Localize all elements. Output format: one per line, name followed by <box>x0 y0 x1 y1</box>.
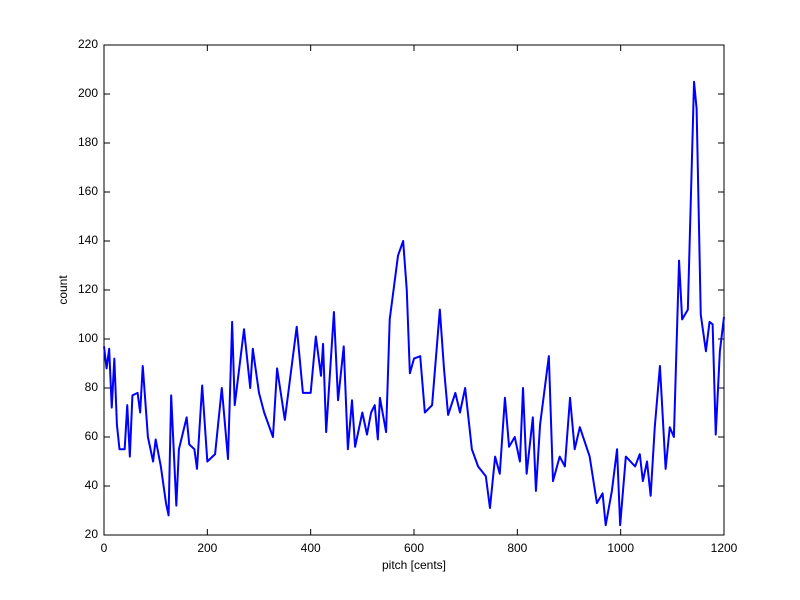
y-tick-label: 80 <box>85 380 99 394</box>
x-tick-label: 200 <box>197 541 217 555</box>
line <box>103 80 725 527</box>
x-tick-label: 600 <box>404 541 424 555</box>
y-tick-label: 200 <box>78 86 98 100</box>
x-tick-label: 400 <box>301 541 321 555</box>
y-axis-label: count <box>56 275 70 305</box>
x-tick-label: 1200 <box>711 541 738 555</box>
y-tick-label: 180 <box>78 135 98 149</box>
y-tick-label: 40 <box>85 478 99 492</box>
x-tick-label: 0 <box>101 541 108 555</box>
y-tick-label: 20 <box>85 527 99 541</box>
x-tick-label: 800 <box>507 541 527 555</box>
x-axis-label: pitch [cents] <box>382 558 446 572</box>
y-tick-label: 60 <box>85 429 99 443</box>
y-tick-label: 140 <box>78 233 98 247</box>
x-tick-label: 1000 <box>607 541 634 555</box>
y-tick-label: 100 <box>78 331 98 345</box>
y-tick-label: 120 <box>78 282 98 296</box>
y-tick-label: 160 <box>78 184 98 198</box>
y-tick-label: 220 <box>78 37 98 51</box>
